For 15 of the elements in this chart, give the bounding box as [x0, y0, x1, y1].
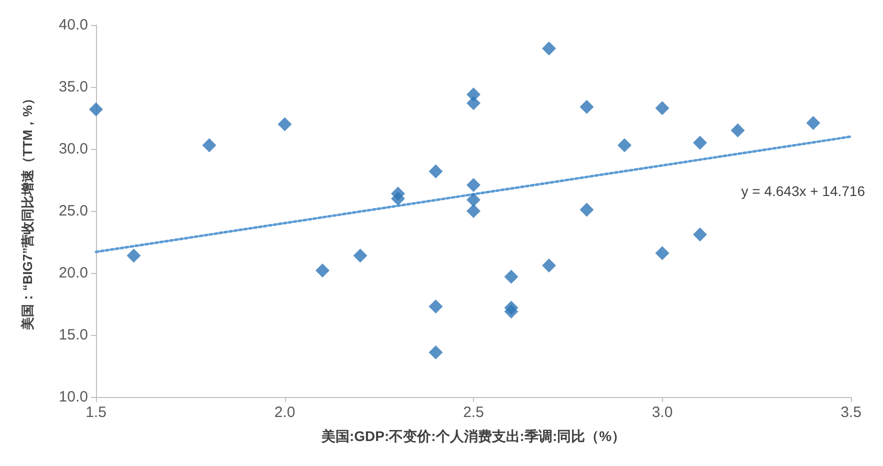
y-tick-label: 15.0: [58, 326, 88, 344]
y-tick-label: 25.0: [58, 202, 88, 220]
y-tick-label: 40.0: [58, 16, 88, 34]
x-tick-label: 3.5: [840, 404, 862, 421]
x-tick-label: 2.0: [274, 404, 296, 421]
x-tick-label: 2.5: [463, 404, 484, 421]
y-tick-label: 20.0: [58, 264, 88, 282]
y-tick-label: 35.0: [58, 78, 88, 96]
annotation: y = 4.643x + 14.716: [741, 183, 866, 199]
y-axis-title: 美国：“BIG7”营收同比增速（TTM，%）: [20, 92, 35, 331]
x-tick-label: 3.0: [652, 404, 673, 421]
x-axis-title: 美国:GDP:不变价:个人消费支出:季调:同比（%）: [320, 428, 626, 444]
y-tick-label: 10.0: [58, 388, 88, 406]
y-tick-label: 30.0: [58, 140, 88, 158]
x-tick-label: 1.5: [86, 404, 106, 421]
